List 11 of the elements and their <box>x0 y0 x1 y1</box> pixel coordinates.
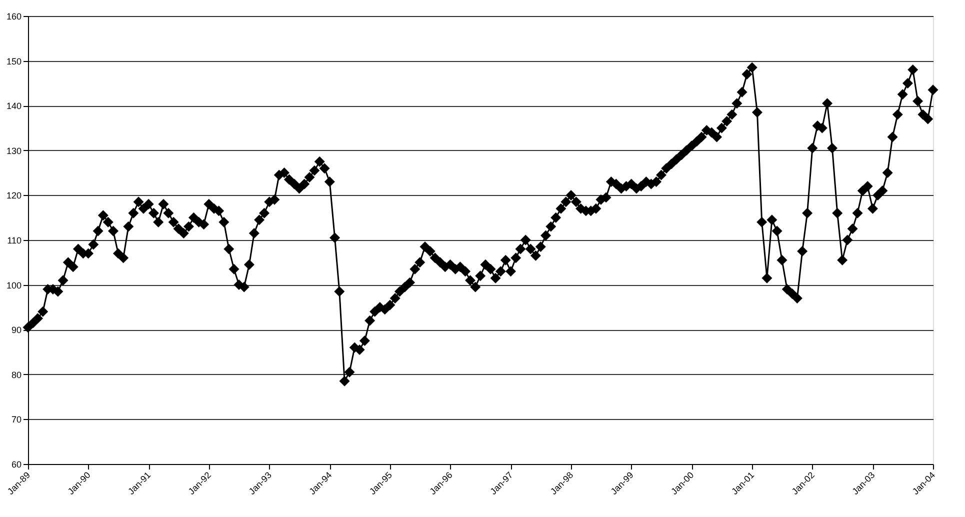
y-tick-label: 60 <box>11 460 22 470</box>
y-tick-label: 160 <box>6 12 22 22</box>
y-tick-label: 140 <box>6 101 22 112</box>
y-tick-label: 150 <box>6 56 22 66</box>
y-tick-label: 70 <box>11 414 22 425</box>
y-tick-label: 80 <box>11 370 22 380</box>
y-tick-label: 120 <box>6 190 22 201</box>
y-tick-label: 90 <box>11 325 22 336</box>
y-tick-label: 110 <box>7 236 22 246</box>
y-tick-label: 130 <box>6 146 22 156</box>
y-tick-label: 100 <box>6 280 22 290</box>
